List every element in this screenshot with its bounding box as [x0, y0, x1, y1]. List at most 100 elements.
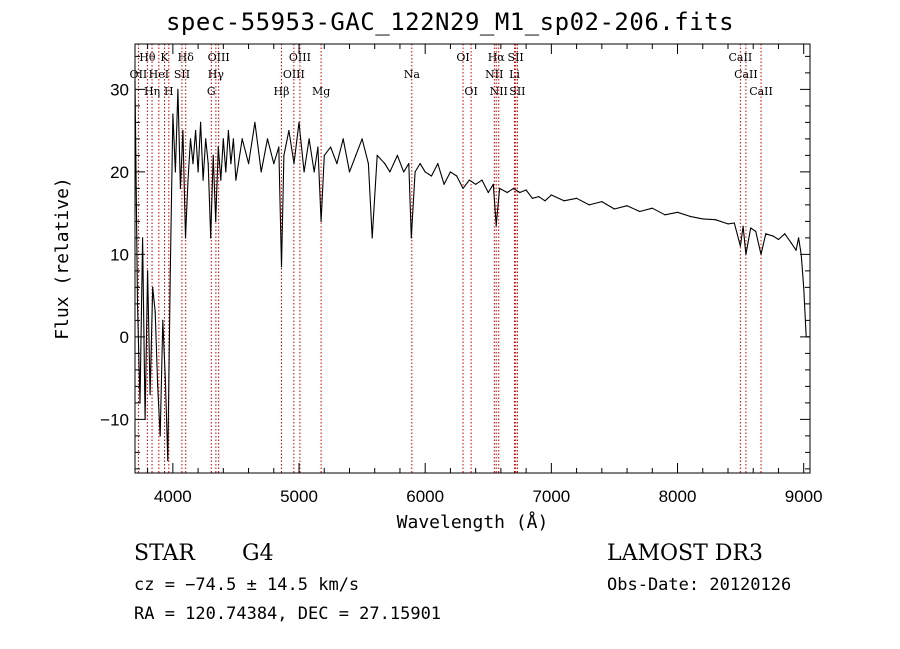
y-tick-label: 10: [110, 245, 129, 264]
line-label-6: SII: [174, 68, 190, 81]
line-label-5: H: [164, 85, 174, 98]
redshift-text: cz = −74.5 ± 14.5 km/s: [134, 575, 360, 595]
line-label-4: K: [160, 51, 169, 64]
emission-line-markers: [137, 44, 762, 473]
data-point: [492, 183, 494, 185]
line-label-10: OIII: [208, 51, 230, 64]
data-point: [336, 163, 338, 165]
data-point: [283, 154, 285, 156]
data-point: [563, 200, 565, 202]
data-point: [777, 238, 780, 241]
data-point: [154, 311, 156, 313]
data-point: [172, 113, 174, 115]
data-point: [280, 266, 283, 268]
data-point: [639, 210, 641, 213]
data-point: [506, 191, 508, 194]
data-point: [293, 163, 295, 165]
data-point: [278, 146, 280, 148]
line-label-13: OIII: [289, 51, 311, 64]
line-label-7: Hδ: [178, 51, 195, 64]
data-point: [215, 220, 217, 222]
data-point: [468, 179, 470, 181]
axis-ticks: 4000 5000 6000 7000 8000 9000 −10 0 10 20 30: [100, 44, 823, 506]
data-point: [147, 270, 149, 272]
data-point: [169, 270, 171, 272]
object-subclass: G4: [242, 541, 274, 566]
data-point: [481, 179, 483, 181]
data-point: [784, 233, 786, 235]
data-point: [220, 179, 222, 181]
data-point: [750, 227, 752, 229]
data-point: [755, 230, 757, 232]
data-point: [519, 191, 521, 194]
line-label-19: Hα: [488, 51, 506, 64]
line-label-15: Na: [404, 68, 421, 81]
data-point: [205, 138, 207, 140]
obs-date: Obs-Date: 20120126: [607, 575, 792, 595]
data-point: [414, 171, 416, 173]
data-point: [217, 146, 219, 148]
data-point: [601, 201, 603, 203]
data-point: [317, 146, 319, 148]
data-point: [437, 163, 439, 165]
data-point: [232, 138, 234, 140]
data-point: [798, 237, 800, 239]
data-point: [164, 377, 166, 379]
data-point: [443, 183, 445, 185]
line-label-25: CaII: [734, 68, 758, 81]
data-point: [742, 225, 744, 227]
data-point: [303, 171, 305, 173]
data-point: [676, 211, 679, 213]
data-point: [342, 138, 344, 140]
line-label-0: OII: [130, 68, 148, 81]
x-tick-label: 7000: [532, 487, 570, 506]
x-tick-label: 9000: [785, 487, 823, 506]
data-point: [210, 237, 212, 239]
data-point: [207, 163, 209, 165]
data-point: [376, 154, 378, 156]
data-point: [745, 253, 747, 255]
data-point: [182, 130, 184, 132]
data-point: [355, 154, 357, 156]
data-point: [361, 138, 363, 140]
data-point: [323, 154, 325, 156]
data-point: [714, 219, 717, 221]
line-label-12: OIII: [283, 68, 305, 81]
line-label-21: SII: [508, 51, 524, 64]
data-point: [727, 223, 729, 225]
line-label-14: Mg: [312, 85, 330, 98]
data-point: [538, 196, 540, 198]
data-point: [525, 189, 527, 191]
data-point: [254, 121, 256, 123]
data-point: [177, 88, 179, 90]
data-point: [512, 187, 515, 189]
data-point: [248, 163, 250, 165]
data-point: [192, 163, 194, 165]
data-point: [702, 218, 704, 220]
data-point: [449, 171, 451, 173]
data-point: [149, 394, 151, 396]
data-point: [212, 154, 214, 156]
data-point: [179, 187, 181, 189]
data-point: [389, 171, 391, 173]
line-label-8: G: [207, 85, 216, 98]
data-point: [651, 207, 653, 209]
data-point: [260, 171, 262, 173]
data-point: [487, 191, 489, 194]
data-point: [795, 249, 797, 251]
chart-title: spec-55953-GAC_122N29_M1_sp02-206.fits: [165, 8, 735, 36]
coordinates: RA = 120.74384, DEC = 27.15901: [134, 604, 442, 624]
data-point: [202, 179, 204, 181]
data-point: [184, 237, 187, 239]
data-point: [733, 222, 735, 224]
data-point: [320, 220, 322, 222]
data-point: [403, 171, 405, 173]
data-point: [330, 146, 332, 148]
data-point: [298, 121, 300, 123]
line-label-2: Hη: [144, 85, 160, 98]
data-point: [142, 237, 144, 239]
data-point: [424, 171, 426, 173]
line-labels: OIIHθHηHeIKHSIIHδGHγOIIIHβOIIIOIIIMgNaOI…: [130, 51, 773, 98]
data-point: [367, 163, 369, 165]
